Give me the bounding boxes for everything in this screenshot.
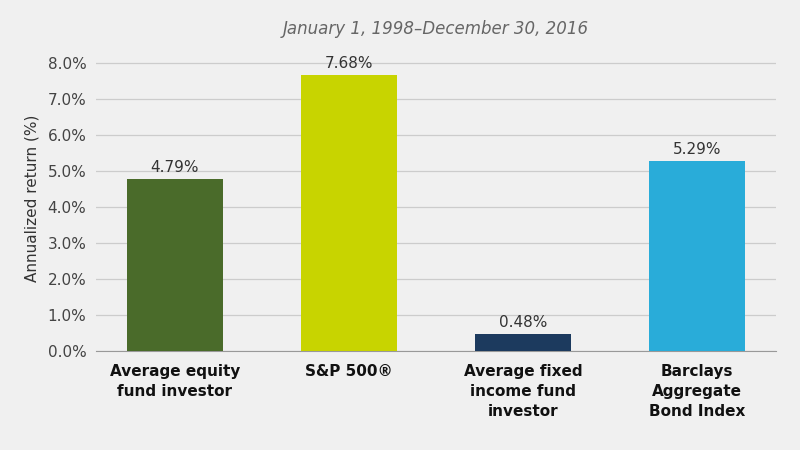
Bar	[475, 334, 571, 351]
Text: 0.48%: 0.48%	[499, 315, 547, 330]
Bar	[127, 179, 222, 351]
Bar	[301, 75, 397, 351]
Bar	[650, 161, 745, 351]
Text: 7.68%: 7.68%	[325, 56, 373, 71]
Text: 4.79%: 4.79%	[150, 160, 199, 175]
Title: January 1, 1998–December 30, 2016: January 1, 1998–December 30, 2016	[283, 20, 589, 38]
Y-axis label: Annualized return (%): Annualized return (%)	[24, 114, 39, 282]
Text: 5.29%: 5.29%	[673, 142, 722, 157]
